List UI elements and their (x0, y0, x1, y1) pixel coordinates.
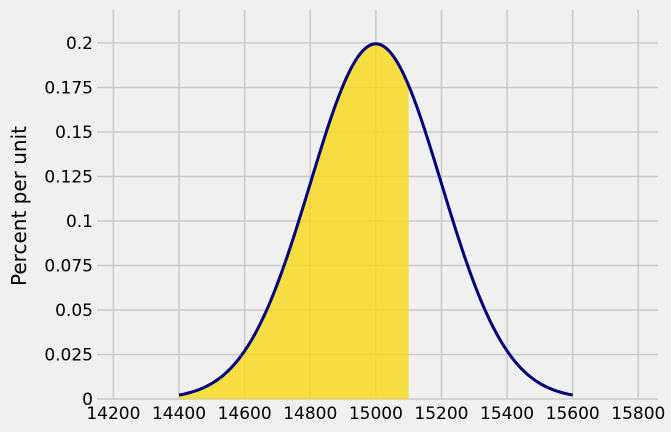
x-tick-label: 15200 (414, 404, 468, 424)
y-tick-label: 0.1 (66, 212, 93, 232)
shaded-region (179, 43, 409, 400)
y-tick-label: 0.025 (44, 345, 93, 365)
x-tick-label: 14800 (283, 404, 337, 424)
x-tick-label: 15600 (546, 404, 600, 424)
y-tick-label: 0.075 (44, 256, 93, 276)
x-tick-label: 15400 (480, 404, 534, 424)
shaded-region-layer (179, 43, 409, 400)
y-tick-label: 0.2 (66, 34, 93, 54)
y-tick-label: 0.125 (44, 167, 93, 187)
x-tick-label: 14400 (152, 404, 206, 424)
y-tick-label: 0.15 (55, 123, 93, 143)
y-axis-label: Percent per unit (7, 126, 31, 286)
x-tick-label: 15000 (349, 404, 403, 424)
curve-layer (178, 42, 573, 397)
y-tick-label: 0.05 (55, 301, 93, 321)
x-axis-ticks: 14200 14400 14600 14800 15000 15200 15400 15600… (86, 404, 665, 424)
x-tick-label: 14200 (86, 404, 140, 424)
normal-curve-line (178, 42, 573, 397)
x-tick-label: 15800 (611, 404, 665, 424)
y-tick-label: 0 (82, 390, 93, 410)
y-axis-ticks: 0 0.025 0.05 0.075 0.1 0.125 0.15 0.175 0.2 (44, 34, 93, 410)
y-tick-label: 0.175 (44, 78, 93, 98)
x-tick-label: 14600 (218, 404, 272, 424)
